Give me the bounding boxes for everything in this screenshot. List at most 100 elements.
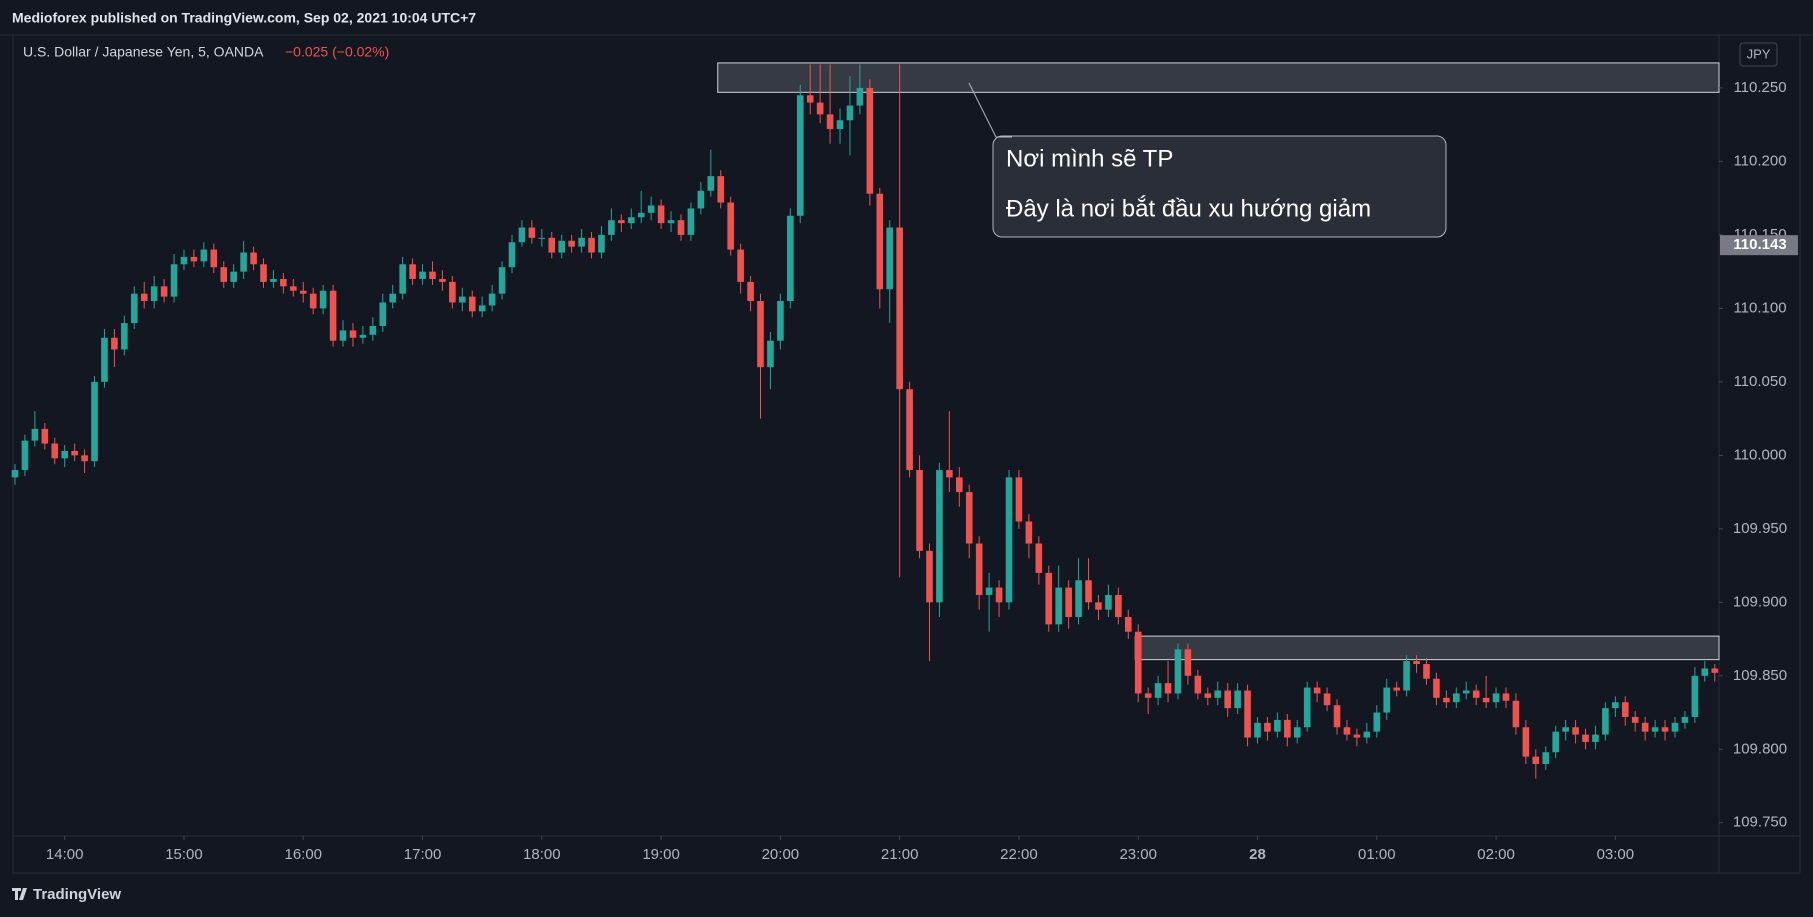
candle-body [1621, 702, 1629, 717]
candle-body [906, 389, 913, 471]
candle-body [1612, 702, 1619, 709]
candle-body [588, 237, 595, 253]
candle-body [846, 105, 854, 121]
candle-body [1115, 594, 1122, 618]
candle-body [1602, 708, 1609, 735]
brand-logo: TradingView [12, 886, 121, 903]
candle-body [1085, 580, 1092, 603]
candle-body [1661, 727, 1669, 732]
candle-body [677, 220, 685, 235]
price-zone [717, 62, 1720, 93]
x-tick-label: 20:00 [762, 846, 800, 863]
candle-body [250, 252, 257, 265]
candle-body [946, 470, 953, 478]
candle-body [160, 286, 168, 297]
candle-body [309, 293, 317, 309]
candle-body [896, 227, 903, 390]
candle-body [11, 470, 19, 478]
candle-body [767, 340, 774, 368]
candle-body [1284, 719, 1291, 738]
y-tick-label: 109.850 [1733, 667, 1787, 684]
candle-body [389, 293, 397, 303]
y-tick-label: 109.900 [1733, 593, 1787, 610]
candle-body [518, 227, 526, 243]
candle-body [697, 190, 705, 209]
candle-body [1264, 722, 1271, 732]
candle-body [1323, 693, 1331, 706]
candle-body [836, 120, 844, 130]
callout: Nơi mình sẽ TP Đây là nơi bắt đầu xu hướ… [968, 82, 1447, 238]
currency-box[interactable] [1739, 42, 1778, 67]
candle-body [1413, 661, 1420, 665]
candle-body [1244, 690, 1251, 738]
candle-body [51, 443, 59, 459]
candle-body [508, 242, 516, 268]
price-marker [1720, 235, 1798, 256]
candle-body [627, 217, 635, 224]
price-zone [1134, 635, 1720, 661]
candle-body [399, 264, 406, 294]
candle-body [956, 477, 963, 493]
candle-body [1035, 543, 1043, 573]
candle-body [299, 290, 307, 294]
x-tick-label: 19:00 [642, 846, 680, 863]
candle-body [260, 264, 267, 282]
candle-body [806, 95, 814, 103]
candle-body [876, 193, 884, 290]
candle-body [1174, 649, 1182, 694]
price-marker-label: 110.143 [1733, 236, 1786, 253]
candle-body [439, 278, 446, 282]
candle-body [409, 264, 416, 279]
candle-body [1214, 690, 1222, 698]
x-tick-label: 03:00 [1597, 846, 1635, 863]
annotation-text: Nơi mình sẽ TP [1006, 145, 1173, 172]
candle-body [180, 256, 188, 265]
candle-body [210, 249, 218, 268]
candle-body [359, 334, 367, 338]
candle-body [1492, 693, 1500, 703]
candle-body [657, 205, 665, 224]
x-tick-label: 18:00 [523, 846, 561, 863]
change-label: −0.025 (−0.02%) [285, 44, 389, 60]
annotation-text: Đây là nơi bắt đầu xu hướng giảm [1006, 195, 1371, 222]
x-tick-label: 23:00 [1119, 846, 1157, 863]
candle-body [1681, 716, 1689, 723]
candle-body [538, 237, 546, 239]
candle-body [1552, 731, 1559, 753]
candle-body [111, 337, 118, 350]
candle-body [568, 240, 575, 247]
candle-body [1234, 690, 1241, 709]
candle-body [1453, 693, 1460, 703]
candle-body [886, 227, 894, 290]
candle-body [816, 102, 824, 115]
candle-body [747, 281, 754, 302]
candle-body [826, 114, 834, 130]
candle-body [270, 278, 277, 282]
candle-body [1592, 734, 1599, 742]
candle-body [936, 470, 943, 603]
candle-body [498, 267, 506, 294]
candle-body [1105, 594, 1112, 610]
candle-body [558, 240, 565, 253]
candle-body [369, 326, 377, 335]
candle-body [1542, 752, 1550, 764]
candle-body [856, 87, 864, 106]
candle-body [1651, 727, 1659, 732]
candle-body [1134, 631, 1142, 694]
candle-body [1363, 731, 1371, 738]
candle-body [926, 550, 933, 603]
candle-body [280, 278, 287, 287]
candle-body [1641, 722, 1649, 732]
candle-body [1403, 661, 1410, 691]
candle-body [647, 205, 655, 213]
candle-body [777, 301, 784, 341]
x-tick-label: 01:00 [1358, 846, 1396, 863]
candle-body [796, 95, 804, 216]
candle-body [319, 290, 327, 309]
candle-body [548, 237, 556, 253]
candle-body [1045, 572, 1053, 625]
x-tick-label: 16:00 [284, 846, 322, 863]
candle-body [1274, 719, 1281, 732]
candle-body [687, 208, 695, 235]
